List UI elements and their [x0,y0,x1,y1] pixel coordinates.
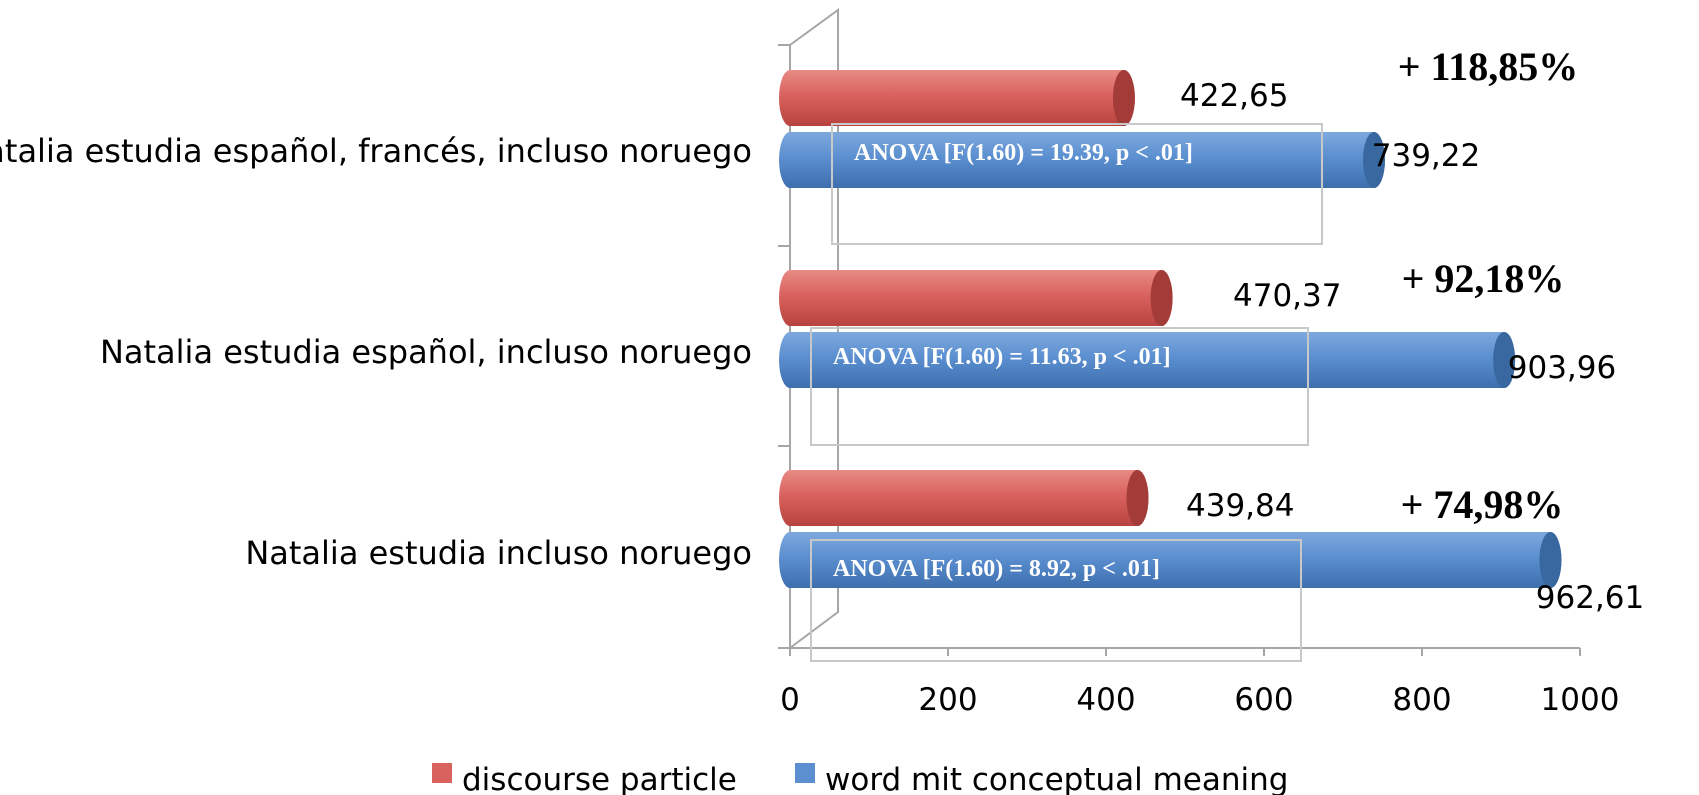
legend-label: discourse particle [462,762,737,795]
bar-word-conceptual [779,132,1385,188]
bar-labels: 422,65 470,37 439,84 739,22 903,96 962,61 + 11… [1180,44,1644,616]
bar-discourse-particle [779,270,1173,326]
anova-box [810,539,1302,662]
category-label: Natalia estudia español, incluso noruego [100,333,752,371]
anova-box [831,123,1323,245]
category-label: Natalia estudia español, francés, inclus… [0,132,752,170]
x-axis-ticks: 0 200 400 600 800 1000 [780,648,1619,718]
bar-discourse-particle-cap [1150,270,1173,326]
bar-discourse-particle-cap [1126,470,1149,526]
x-tick-label: 200 [918,682,977,718]
bar-word-conceptual-cap [1539,532,1562,588]
bar-discourse-particle-cap [1112,70,1135,126]
bar-word-conceptual-cap [1362,132,1385,188]
x-tick-label: 400 [1076,682,1135,718]
bar-word-conceptual-cap [1493,332,1516,388]
increase-label: + 92,18% [1402,256,1565,301]
bar-discourse-particle [779,70,1135,126]
anova-box [810,327,1309,446]
data-label: 470,37 [1233,278,1341,314]
legend-swatch-discourse-particle [432,763,452,783]
data-label: 739,22 [1372,138,1480,174]
x-tick-label: 1000 [1541,682,1620,718]
bar-discourse-particle [779,470,1149,526]
increase-label: + 118,85% [1398,44,1579,89]
x-tick-label: 0 [780,682,800,718]
data-label: 903,96 [1508,350,1616,386]
bars [779,70,1562,588]
bar-word-conceptual [779,532,1562,588]
x-tick-label: 600 [1234,682,1293,718]
data-label: 439,84 [1186,488,1294,524]
legend-label: word mit conceptual meaning [825,762,1288,795]
data-label: 962,61 [1536,580,1644,616]
anova-label: ANOVA [F(1.60) = 11.63, p < .01] [833,344,1171,370]
legend: discourse particle word mit conceptual m… [432,762,1288,795]
x-tick-label: 800 [1392,682,1451,718]
anova-label: ANOVA [F(1.60) = 19.39, p < .01] [854,140,1193,166]
bar-word-conceptual [779,332,1516,388]
data-label: 422,65 [1180,78,1288,114]
anova-boxes: ANOVA [F(1.60) = 19.39, p < .01] ANOVA [F… [810,123,1323,662]
legend-swatch-word-conceptual [795,763,815,783]
category-label: Natalia estudia incluso noruego [245,534,752,572]
increase-label: + 74,98% [1401,482,1564,527]
anova-label: ANOVA [F(1.60) = 8.92, p < .01] [833,556,1160,582]
